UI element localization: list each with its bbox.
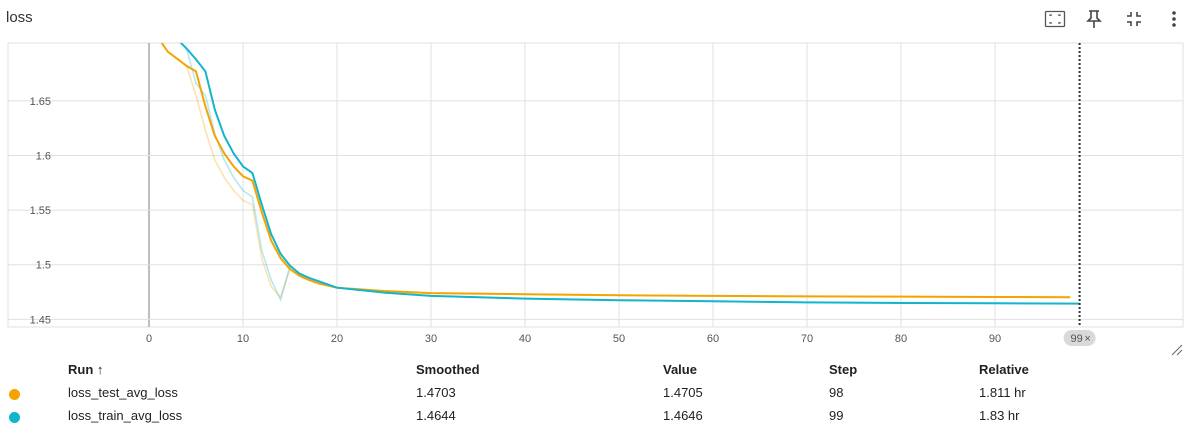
run-relative: 1.83 hr [979, 408, 1020, 423]
hover-step-label: 99 [1070, 333, 1082, 345]
run-color-dot [9, 412, 20, 423]
run-smoothed: 1.4703 [416, 385, 456, 400]
resize-handle-icon[interactable] [1171, 344, 1183, 356]
x-tick-label: 30 [425, 333, 437, 345]
x-tick-label: 10 [237, 333, 249, 345]
loss_train_avg_loss-line[interactable] [149, 8, 1080, 305]
y-tick-label: 1.65 [30, 96, 51, 108]
series-layer [149, 8, 1080, 305]
pin-icon[interactable] [1083, 8, 1105, 30]
loss-chart[interactable]: 0 10 20 30 40 50 60 70 80 90 1.45 1.5 1.55 1.6 1.65 99… [0, 0, 1185, 358]
hover-layer: 99 × [1063, 43, 1096, 346]
x-tick-label: 0 [146, 333, 152, 345]
run-color-dot [9, 389, 20, 400]
header-value[interactable]: Value [663, 362, 697, 377]
x-tick-label: 50 [613, 333, 625, 345]
x-tick-label: 60 [707, 333, 719, 345]
run-value: 1.4705 [663, 385, 703, 400]
header-relative[interactable]: Relative [979, 362, 1029, 377]
y-tick-label: 1.6 [36, 151, 51, 163]
header-run[interactable]: Run ↑ [68, 362, 104, 377]
x-tick-label: 20 [331, 333, 343, 345]
grid [7, 42, 1184, 328]
x-tick-label: 70 [801, 333, 813, 345]
run-smoothed: 1.4644 [416, 408, 456, 423]
loss_test_avg_loss-line[interactable] [149, 24, 1071, 299]
run-step: 99 [829, 408, 844, 423]
loss_test_avg_loss-raw-line [160, 43, 1071, 299]
y-tick-label: 1.45 [30, 314, 51, 326]
hover-step-badge [1063, 330, 1096, 346]
run-name: loss_test_avg_loss [68, 385, 178, 400]
run-value: 1.4646 [663, 408, 703, 423]
x-tick-label: 80 [895, 333, 907, 345]
table-row: loss_train_avg_loss 1.4644 1.4646 99 1.8… [0, 408, 1185, 428]
header-step[interactable]: Step [829, 362, 858, 377]
x-tick-label: 40 [519, 333, 531, 345]
table-row: loss_test_avg_loss 1.4703 1.4705 98 1.81… [0, 385, 1185, 405]
fit-domain-icon[interactable] [1044, 8, 1066, 30]
collapse-icon[interactable] [1123, 8, 1145, 30]
chart-title: loss [6, 9, 33, 26]
table-header: Run ↑ Smoothed Value Step Relative [0, 362, 1185, 382]
y-tick-label: 1.5 [36, 260, 51, 272]
close-icon[interactable]: × [1084, 333, 1090, 345]
run-relative: 1.811 hr [979, 385, 1026, 400]
tick-labels: 0 10 20 30 40 50 60 70 80 90 1.45 1.5 1.55 1.6 1.65 [30, 96, 1002, 345]
plot-frame [7, 42, 1184, 328]
header-smoothed[interactable]: Smoothed [416, 362, 480, 377]
y-tick-label: 1.55 [30, 205, 51, 217]
x-tick-label: 90 [989, 333, 1001, 345]
more-vert-icon[interactable] [1163, 8, 1185, 30]
run-step: 98 [829, 385, 844, 400]
run-name: loss_train_avg_loss [68, 408, 183, 423]
